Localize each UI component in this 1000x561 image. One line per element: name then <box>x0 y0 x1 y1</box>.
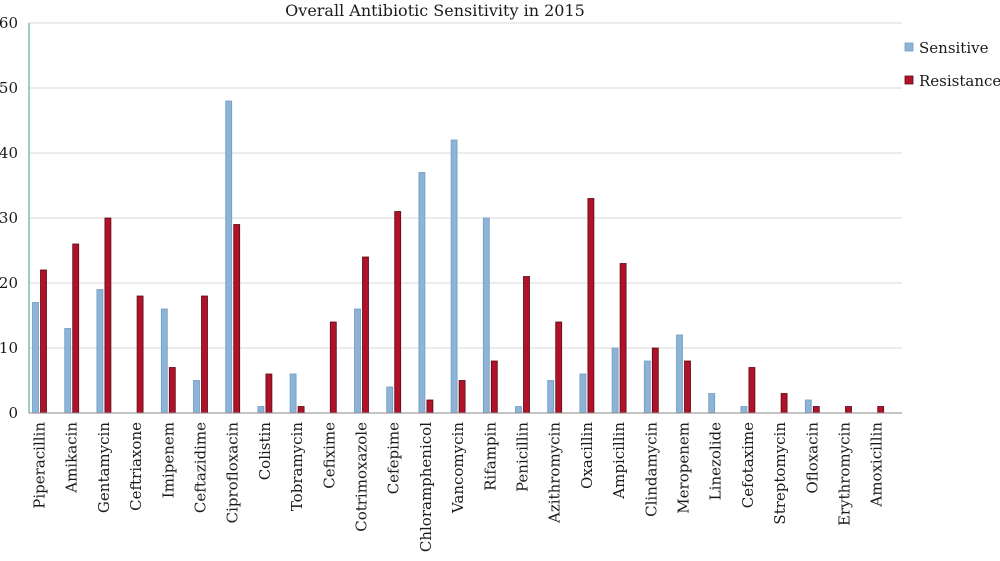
bar-sensitive <box>740 406 748 414</box>
bar-sensitive <box>418 172 426 414</box>
bar-resistance <box>104 217 112 414</box>
bar-sensitive <box>354 308 361 414</box>
chart-title: Overall Antibiotic Sensitivity in 2015 <box>285 1 585 20</box>
bar-resistance <box>845 406 852 414</box>
bar-resistance <box>201 295 208 414</box>
x-tick-label: Colistin <box>256 422 274 481</box>
x-tick-label: Cefixime <box>320 422 338 489</box>
bar-resistance <box>812 406 820 414</box>
y-tick-label: 50 <box>0 79 18 97</box>
bar-resistance <box>523 276 530 414</box>
x-tick-label: Imipenem <box>159 422 177 498</box>
bars <box>32 100 885 414</box>
bar-sensitive <box>289 373 297 414</box>
legend-swatch <box>904 75 914 85</box>
bar-resistance <box>136 295 144 414</box>
bar-resistance <box>651 347 659 414</box>
bar-resistance <box>72 243 80 414</box>
bar-resistance <box>394 211 402 414</box>
x-tick-label: Linezolide <box>707 422 725 500</box>
x-tick-label: Cefotaxime <box>739 422 757 508</box>
bar-sensitive <box>450 139 458 414</box>
legend-label: Sensitive <box>919 39 989 57</box>
y-tick-label: 60 <box>0 14 18 32</box>
x-tick-label: Chloramphenicol <box>417 422 435 552</box>
bar-resistance <box>780 393 788 414</box>
x-tick-label: Ceftriaxone <box>127 422 145 511</box>
bar-sensitive <box>257 406 265 414</box>
bar-resistance <box>426 399 434 414</box>
bar-resistance <box>619 263 627 414</box>
bar-resistance <box>362 256 369 414</box>
bar-resistance <box>877 406 885 414</box>
y-tick-label: 20 <box>0 274 18 292</box>
bar-sensitive <box>579 373 587 414</box>
x-tick-label: Ofloxacin <box>803 422 821 494</box>
bar-sensitive <box>64 328 72 414</box>
x-tick-label: Piperacillin <box>31 422 49 509</box>
bar-resistance <box>748 367 756 414</box>
x-tick-label: Streptomycin <box>771 422 789 525</box>
legend-swatch <box>904 42 914 52</box>
x-tick-label: Vancomycin <box>449 422 467 514</box>
x-tick-label: Cefepime <box>385 422 403 494</box>
bar-sensitive <box>193 380 200 414</box>
y-tick-label: 30 <box>0 209 18 227</box>
bar-sensitive <box>96 289 104 414</box>
gridlines <box>29 22 902 349</box>
bar-sensitive <box>515 406 522 414</box>
bar-sensitive <box>611 347 619 414</box>
x-tick-label: Gentamycin <box>95 422 113 513</box>
x-tick-label: Rifampin <box>481 422 499 491</box>
bar-sensitive <box>160 308 168 414</box>
bar-resistance <box>490 360 498 414</box>
bar-resistance <box>168 367 176 414</box>
bar-sensitive <box>225 100 233 414</box>
x-tick-label: Ciprofloxacin <box>224 422 242 524</box>
x-tick-label: Meropenem <box>675 422 693 514</box>
x-tick-label: Erythromycin <box>836 422 854 526</box>
bar-resistance <box>555 321 563 414</box>
x-tick-label: Clindamycin <box>642 422 660 517</box>
legend-label: Resistance <box>919 72 1000 90</box>
bar-resistance <box>297 406 305 414</box>
y-tick-label: 10 <box>0 339 18 357</box>
x-tick-label: Cotrimoxazole <box>353 422 371 532</box>
x-tick-label: Oxacillin <box>578 422 596 489</box>
bar-resistance <box>265 373 273 414</box>
bar-resistance <box>40 269 47 414</box>
legend: Sensitive Resistance <box>904 39 1000 90</box>
x-tick-label: Amoxicillin <box>868 422 886 508</box>
bar-resistance <box>458 380 466 414</box>
bar-sensitive <box>547 380 555 414</box>
x-tick-label: Ampicillin <box>610 422 628 500</box>
bar-sensitive <box>804 399 812 414</box>
axes <box>28 23 902 414</box>
x-tick-label: Azithromycin <box>546 422 564 524</box>
bar-sensitive <box>482 217 490 414</box>
bar-resistance <box>684 360 691 414</box>
x-tick-label: Tobramycin <box>288 422 306 511</box>
x-tick-labels: Piperacillin Amikacin Gentamycin Ceftriaxon… <box>31 422 886 552</box>
x-tick-label: Amikacin <box>63 422 81 494</box>
y-tick-label: 40 <box>0 144 18 162</box>
bar-sensitive <box>643 360 651 414</box>
bar-sensitive <box>32 302 39 414</box>
y-tick-labels: 0 10 20 30 40 50 60 <box>0 14 18 422</box>
bar-resistance <box>233 224 241 414</box>
bar-sensitive <box>676 334 683 414</box>
x-tick-label: Penicillin <box>514 422 532 492</box>
bar-resistance <box>587 198 595 414</box>
bar-resistance <box>329 321 337 414</box>
bar-sensitive <box>386 386 394 414</box>
x-tick-label: Ceftazidime <box>192 422 210 513</box>
bar-sensitive <box>708 393 716 414</box>
y-tick-label: 0 <box>8 404 18 422</box>
